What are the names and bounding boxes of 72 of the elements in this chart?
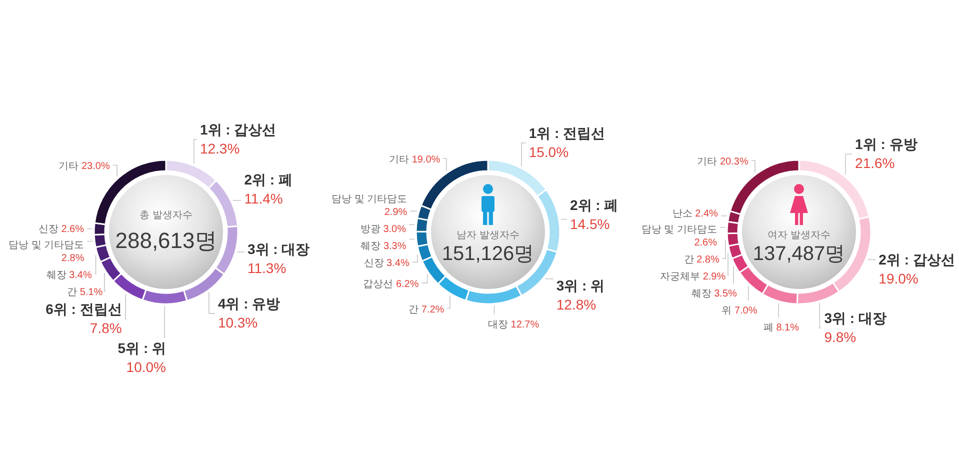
data-label: 10.0% [126, 359, 166, 376]
data-label: 8.1% [773, 322, 800, 334]
data-label: 3.0% [380, 224, 406, 236]
slice-label: 기타 [58, 161, 79, 172]
data-label: 12.7% [508, 319, 540, 330]
text: 137,487명 [752, 243, 846, 265]
slice-label: 1위 : 갑상선 [200, 121, 276, 138]
data-label: 9.8% [824, 329, 856, 346]
data-label: 2.8% [61, 253, 84, 264]
data-label: 2.8% [694, 254, 720, 266]
data-label: 14.5% [570, 216, 610, 232]
text: 남자 발생자수 [456, 230, 520, 241]
slice-label: 2위 : 갑상선 [878, 251, 955, 268]
slice-label: 난소 [672, 208, 692, 220]
data-label: 2.6% [694, 238, 718, 249]
data-label: 7.2% [418, 304, 444, 316]
data-label: 3.4% [66, 270, 92, 282]
slice-label: 간 [67, 287, 78, 298]
slice-label: 자궁체부 [660, 272, 700, 283]
slice-label: 4위 : 유방 [218, 295, 280, 312]
data-label: 19.0% [409, 154, 440, 166]
slice-label: 대장 [488, 319, 508, 330]
slice-label: 5위 : 위 [118, 340, 166, 356]
data-label: 7.0% [732, 306, 758, 317]
slice-label: 3위 : 대장 [824, 310, 886, 326]
data-label: 3.5% [711, 288, 738, 300]
data-label: 12.8% [556, 296, 596, 312]
slice-label: 1위 : 전립선 [528, 124, 606, 141]
data-label: 7.8% [90, 320, 122, 336]
text: 151,126명 [442, 243, 534, 265]
slice-label: 2위 : 폐 [244, 171, 292, 188]
data-label: 11.3% [248, 260, 286, 276]
slice-label: 담낭 및 기타담도 [332, 194, 408, 206]
slice-label: 방광 [360, 224, 380, 236]
slice-label: 신장 [364, 258, 384, 270]
slice-label: 간 [408, 304, 419, 316]
data-label: 10.3% [218, 314, 258, 330]
slice-label: 6위 : 전립선 [46, 301, 122, 318]
data-label: 2.9% [384, 207, 408, 218]
data-label: 11.4% [244, 190, 283, 206]
slice-label: 폐 [763, 322, 774, 334]
data-label: 6.2% [393, 278, 419, 290]
data-label: 2.4% [692, 208, 718, 220]
slice-label: 기타 [389, 154, 410, 166]
slice-label: 췌장 [46, 270, 66, 282]
slice-label: 갑상선 [363, 278, 394, 290]
text: 총 발생자수 [140, 210, 192, 221]
data-label: 2.9% [700, 272, 726, 283]
slice-label: 담낭 및 기타담도 [8, 240, 84, 252]
slice-label: 위 [722, 306, 732, 317]
data-label: 19.0% [878, 270, 918, 286]
data-label: 23.0% [78, 161, 110, 172]
data-label: 12.3% [200, 140, 240, 156]
slice-label: 1위 : 유방 [855, 136, 918, 152]
slice-label: 기타 [697, 156, 718, 168]
data-label: 3.4% [384, 258, 410, 270]
slice-label: 담낭 및 기타담도 [641, 224, 717, 236]
slice-label: 3위 : 대장 [248, 240, 310, 257]
text: 여자 발생자수 [768, 230, 830, 241]
data-label: 20.3% [717, 156, 748, 168]
data-label: 5.1% [77, 287, 103, 298]
text: 288,613명 [115, 228, 217, 253]
data-label: 2.6% [58, 224, 84, 236]
data-label: 3.3% [380, 241, 406, 252]
data-label: 15.0% [528, 144, 569, 160]
slice-label: 신장 [38, 224, 58, 236]
data-label: 21.6% [855, 155, 895, 172]
slice-label: 2위 : 폐 [570, 196, 618, 213]
slice-label: 췌장 [691, 288, 712, 300]
slice-label: 간 [684, 254, 694, 266]
slice-label: 췌장 [360, 241, 381, 252]
slice-label: 3위 : 위 [556, 277, 605, 294]
